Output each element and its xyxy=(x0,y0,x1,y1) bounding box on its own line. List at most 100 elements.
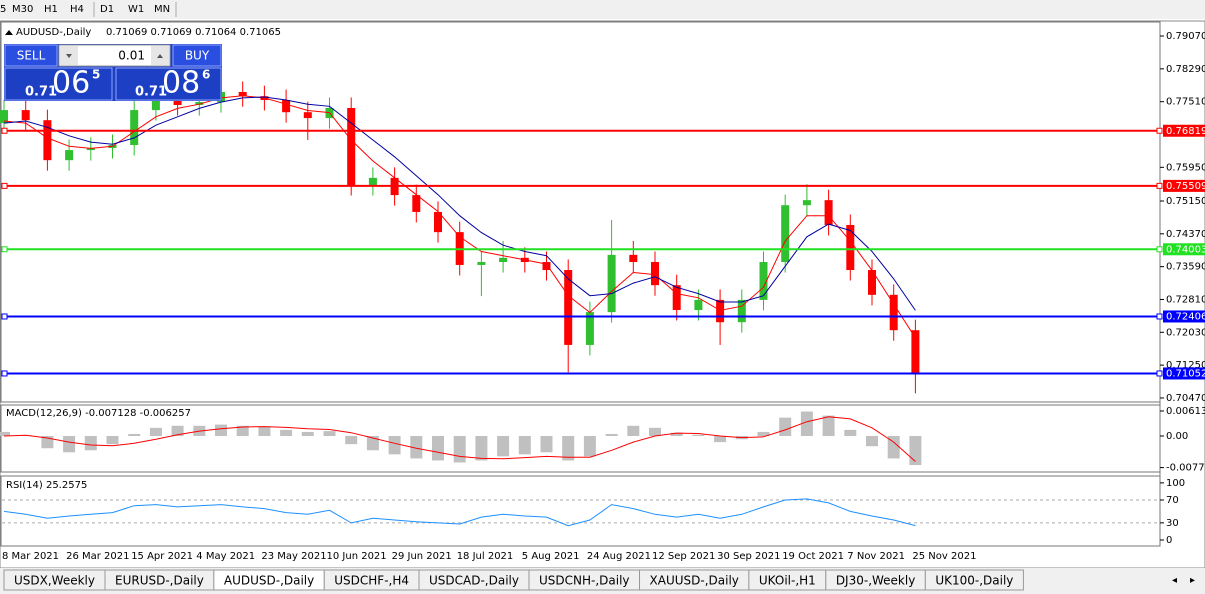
buy-button[interactable] xyxy=(172,44,222,67)
candle-body xyxy=(781,205,790,263)
level-label-bg xyxy=(1163,179,1205,192)
candle-body xyxy=(347,107,356,186)
candle-body xyxy=(86,147,95,151)
tab-label[interactable]: UK100-,Daily xyxy=(935,574,1013,588)
buy-price-box[interactable] xyxy=(115,67,222,101)
candle-body xyxy=(585,312,594,345)
x-tick-label: 25 Nov 2021 xyxy=(912,551,976,562)
macd-bar xyxy=(670,432,683,436)
tab[interactable]: UKOil-,H1 xyxy=(748,569,827,591)
tab-label[interactable]: USDX,Weekly xyxy=(14,574,95,588)
tab[interactable]: UK100-,Daily xyxy=(924,569,1024,591)
candle-body xyxy=(651,262,659,286)
macd-bar xyxy=(0,431,10,436)
macd-bar xyxy=(649,427,661,436)
buy-label[interactable]: BUY xyxy=(185,49,210,63)
macd-bar xyxy=(410,435,423,459)
x-tick-label: 19 Oct 2021 xyxy=(782,551,844,562)
timeframe-button[interactable]: 5 xyxy=(0,4,6,15)
buy-price-big: 0.71 xyxy=(135,85,167,100)
tab[interactable]: DJ30-,Weekly xyxy=(825,569,926,591)
sell-price-big: 0.71 xyxy=(25,85,57,100)
macd-bar xyxy=(323,431,336,436)
y-tick-label: 0.72030 xyxy=(1166,327,1205,338)
macd-bar xyxy=(301,431,314,436)
timeframe-button[interactable]: H1 xyxy=(44,4,58,15)
macd-bar xyxy=(497,435,510,457)
timeframe-button[interactable]: M30 xyxy=(12,4,33,15)
level-handle xyxy=(1156,313,1163,320)
sell-label[interactable]: SELL xyxy=(17,49,46,63)
buy-price-point: 6 xyxy=(202,68,210,82)
y-tick-label: 0.73590 xyxy=(1166,262,1205,273)
timeframe-button[interactable]: H4 xyxy=(70,4,84,15)
macd-bar xyxy=(128,433,141,436)
candle-body xyxy=(824,200,833,225)
level-handle xyxy=(1156,127,1163,134)
tab-label[interactable]: DJ30-,Weekly xyxy=(836,574,916,588)
tab[interactable]: USDX,Weekly xyxy=(3,569,106,591)
y-tick-label: 0.006132 xyxy=(1166,406,1205,417)
tab-label[interactable]: USDCNH-,Daily xyxy=(539,574,630,588)
lot-value[interactable]: 0.01 xyxy=(118,49,145,63)
tab-label[interactable]: AUDUSD-,Daily xyxy=(224,574,314,588)
tab-label[interactable]: UKOil-,H1 xyxy=(759,574,816,588)
x-tick-label: 24 Aug 2021 xyxy=(587,551,651,562)
candle-body xyxy=(802,200,811,206)
macd-bar xyxy=(432,435,444,461)
tab-bg[interactable] xyxy=(924,569,1024,591)
y-tick-label: 30 xyxy=(1166,518,1179,529)
tab[interactable]: USDCAD-,Daily xyxy=(418,569,530,591)
y-tick-label: 0.77510 xyxy=(1166,97,1205,108)
candle-body xyxy=(43,120,52,161)
collapse-icon[interactable] xyxy=(5,30,13,35)
level-label-bg xyxy=(1163,124,1205,137)
candle-body xyxy=(477,262,486,265)
macd-bar xyxy=(236,425,249,436)
candle-body xyxy=(564,270,573,345)
tab[interactable]: USDCNH-,Daily xyxy=(528,569,641,591)
x-tick-label: 8 Mar 2021 xyxy=(2,551,59,562)
tab-label[interactable]: USDCHF-,H4 xyxy=(334,574,409,588)
macd-bar xyxy=(106,435,119,445)
trade-panel: SELL 0.01 BUY 0.71 06 5 0.71 08 6 xyxy=(4,44,222,101)
tab-label[interactable]: XAUUSD-,Daily xyxy=(650,574,739,588)
tab[interactable]: AUDUSD-,Daily xyxy=(213,569,325,591)
tab[interactable]: EURUSD-,Daily xyxy=(104,569,215,591)
level-handle xyxy=(1,370,8,377)
tab-scroll-right[interactable]: ▸ xyxy=(1190,575,1195,586)
candle-body xyxy=(173,99,182,106)
candle-body xyxy=(65,150,74,161)
tab[interactable]: USDCHF-,H4 xyxy=(323,569,420,591)
candle-body xyxy=(499,257,508,263)
macd-bar xyxy=(475,435,488,461)
tab-label[interactable]: USDCAD-,Daily xyxy=(429,574,519,588)
timeframe-button[interactable]: D1 xyxy=(100,4,114,15)
tab[interactable]: XAUUSD-,Daily xyxy=(639,569,750,591)
candle-body xyxy=(412,195,421,212)
macd-bar xyxy=(453,435,466,463)
lot-input[interactable] xyxy=(58,44,171,67)
tab-label[interactable]: EURUSD-,Daily xyxy=(115,574,204,588)
x-tick-label: 10 Jun 2021 xyxy=(327,551,387,562)
x-tick-label: 4 May 2021 xyxy=(196,551,255,562)
y-tick-label: 0.72810 xyxy=(1166,294,1205,305)
timeframe-button[interactable]: W1 xyxy=(128,4,144,15)
tab-scroll-left[interactable]: ◂ xyxy=(1172,575,1177,586)
toolbar xyxy=(0,0,1205,19)
candle-body xyxy=(694,299,703,310)
macd-bar xyxy=(605,433,618,436)
macd-bar xyxy=(800,411,813,436)
sell-price-pips: 06 xyxy=(52,66,90,101)
candle-body xyxy=(607,254,616,313)
y-tick-label: 100 xyxy=(1166,478,1185,489)
x-tick-label: 30 Sep 2021 xyxy=(717,551,780,562)
timeframe-button[interactable]: MN xyxy=(154,4,170,15)
candle-body xyxy=(0,110,8,124)
sell-price-box[interactable] xyxy=(4,67,113,101)
level-label: 0.74003 xyxy=(1166,244,1205,255)
sell-button[interactable] xyxy=(4,44,58,67)
candle-body xyxy=(542,262,551,271)
y-tick-label: 0 xyxy=(1166,535,1172,546)
